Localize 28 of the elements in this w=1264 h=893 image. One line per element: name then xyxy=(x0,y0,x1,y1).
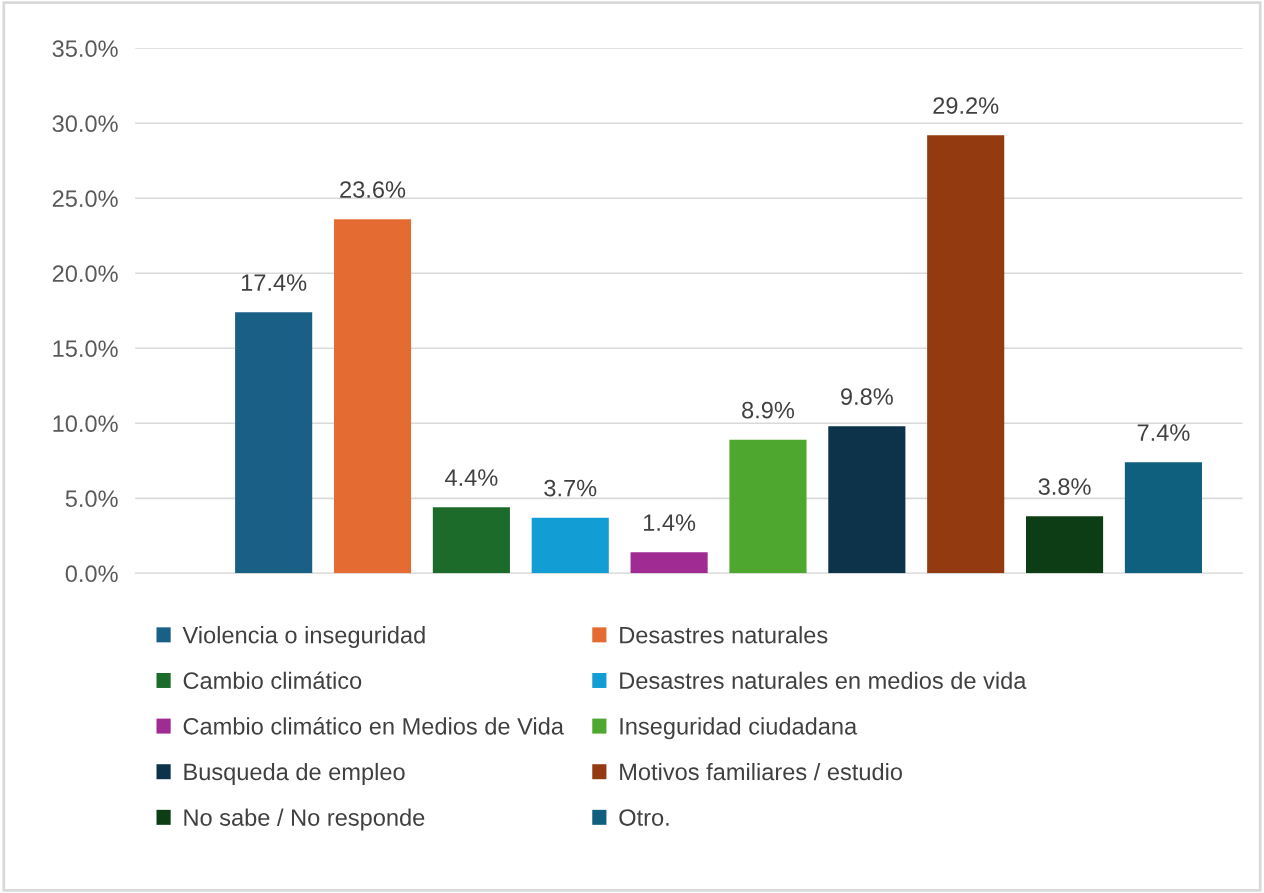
data-label: 1.4% xyxy=(644,514,696,531)
legend-label: No sabe / No responde xyxy=(184,808,425,831)
data-label: 29.2% xyxy=(933,97,999,114)
data-label: 7.4% xyxy=(1137,424,1190,441)
y-tick-label: 5.0% xyxy=(65,490,118,508)
y-tick-label: 0.0% xyxy=(65,565,118,583)
data-label: 3.7% xyxy=(544,479,597,497)
legend-label: Desastres naturales xyxy=(620,626,828,644)
data-label: 3.8% xyxy=(1038,478,1091,495)
data-label: 17.4% xyxy=(241,274,307,291)
legend-label: Cambio climático en Medios de Vida xyxy=(183,717,564,735)
y-tick-label: 30.0% xyxy=(52,115,118,133)
y-tick-label: 25.0% xyxy=(52,190,118,208)
legend-label: Cambio climático xyxy=(183,671,362,690)
legend-label: Inseguridad ciudadana xyxy=(620,717,858,740)
y-tick-label: 15.0% xyxy=(53,340,118,358)
legend-label: Otro. xyxy=(619,809,669,826)
y-tick-label: 20.0% xyxy=(52,265,118,283)
y-tick-label: 10.0% xyxy=(53,415,118,433)
data-label: 23.6% xyxy=(340,181,406,198)
data-label: 9.8% xyxy=(841,388,893,405)
legend-label: Desastres naturales en medios de vida xyxy=(620,671,1027,690)
data-label: 4.4% xyxy=(445,469,498,486)
legend-label: Motivos familiares / estudio xyxy=(620,762,902,781)
legend-label: Violencia o inseguridad xyxy=(182,626,425,649)
legend-label: Busqueda de empleo xyxy=(184,762,405,785)
data-label: 8.9% xyxy=(742,401,795,419)
y-tick-label: 35.0% xyxy=(52,40,118,58)
